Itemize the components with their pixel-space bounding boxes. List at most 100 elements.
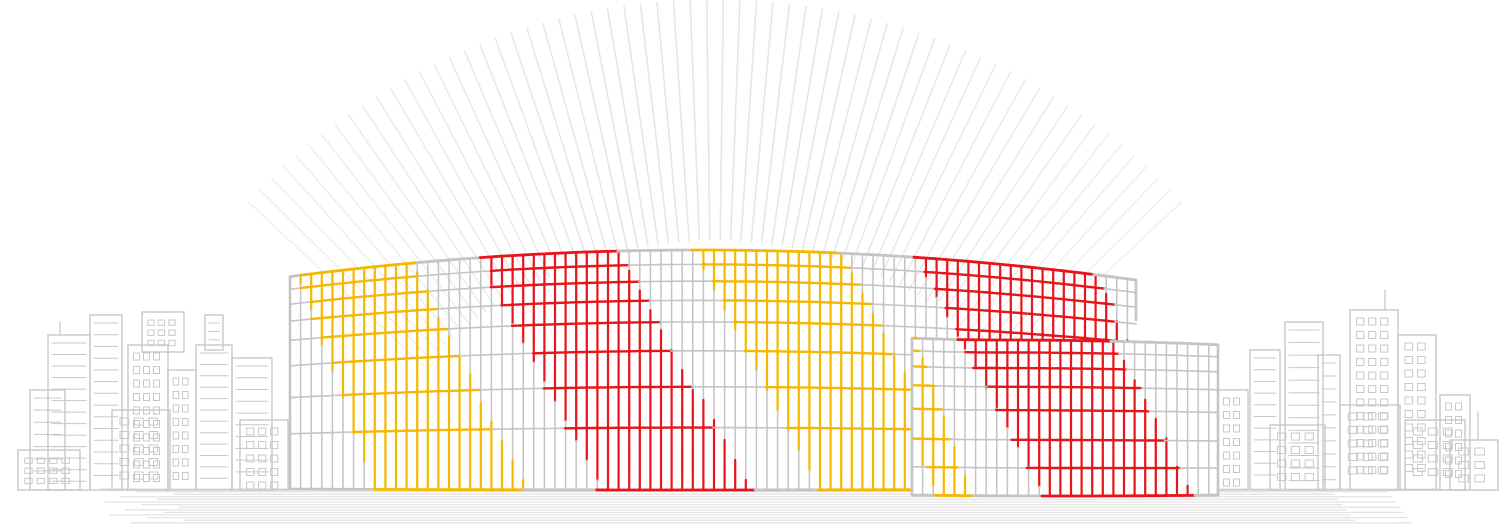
stadium-ring	[309, 316, 323, 321]
stadium-ring	[553, 251, 567, 255]
stadium-ring	[510, 253, 524, 258]
stadium-ring	[891, 304, 905, 307]
stadium-ring	[1007, 277, 1021, 281]
city-window	[148, 431, 159, 439]
stadium-ring	[521, 283, 535, 287]
city-window	[153, 379, 160, 388]
city-window	[1380, 344, 1389, 353]
city-window	[1377, 439, 1388, 448]
stadium-ring	[320, 298, 334, 302]
stadium-ring	[997, 276, 1011, 280]
city-window	[258, 481, 267, 490]
stadium-ring	[447, 288, 461, 291]
light-ray	[510, 32, 589, 262]
light-ray	[558, 18, 619, 253]
stadium-ring	[1124, 290, 1137, 294]
city-window	[133, 379, 140, 388]
city-window	[1380, 439, 1389, 447]
stadium-ring	[447, 257, 461, 262]
city-window	[1277, 446, 1287, 454]
stadium-ring	[500, 324, 513, 328]
stadium-ring	[352, 295, 366, 299]
stadium-ring	[954, 258, 969, 263]
stadium-ring	[341, 333, 355, 338]
stadium-ring	[362, 265, 377, 270]
ground-lines	[99, 488, 1441, 524]
stadium-ring	[976, 290, 990, 294]
city-window	[1368, 358, 1377, 366]
city-window	[1368, 398, 1377, 407]
city-window	[133, 420, 140, 428]
city-window	[1380, 385, 1389, 393]
city-window	[1362, 412, 1373, 421]
stadium-ring	[289, 302, 302, 306]
city-window	[1442, 427, 1453, 436]
light-ray	[448, 56, 550, 277]
stadium-ring	[521, 267, 535, 271]
stadium-ring	[394, 309, 408, 313]
stadium-ring	[1060, 315, 1074, 319]
stadium-ring	[923, 270, 937, 274]
stadium-ring	[373, 331, 387, 335]
stadium-ring	[1039, 280, 1053, 284]
stadium-ring	[405, 291, 419, 295]
stadium-ring	[838, 266, 852, 269]
city-window	[1404, 410, 1414, 418]
city-window	[1412, 468, 1423, 476]
city-window	[1233, 411, 1240, 419]
city-window	[172, 445, 180, 453]
city-window	[24, 467, 33, 474]
light-rays	[247, 0, 1183, 368]
stadium-ring	[944, 306, 958, 310]
light-ray	[542, 22, 609, 256]
city-window	[1356, 317, 1365, 326]
stadium-ring	[1018, 331, 1032, 336]
stadium-ring	[965, 289, 979, 293]
stadium-ring	[479, 286, 492, 289]
stadium-ring	[426, 289, 439, 293]
stadium-ring	[341, 281, 355, 285]
city-window	[1233, 478, 1240, 487]
stadium-ring	[1060, 282, 1074, 287]
light-ray	[270, 177, 439, 353]
city-window	[182, 418, 189, 426]
city-window	[1442, 441, 1453, 449]
stadium-ring	[320, 362, 334, 365]
city-window	[133, 393, 140, 401]
city-window	[134, 471, 144, 480]
stadium-ring	[955, 328, 968, 331]
stadium-ring	[468, 305, 482, 308]
city-window	[133, 447, 140, 455]
stadium-ring	[415, 356, 429, 360]
city-window	[182, 391, 189, 399]
stadium-ring	[1124, 321, 1137, 325]
city-window	[1223, 424, 1230, 433]
city-window	[1417, 396, 1426, 405]
stadium-ring	[405, 275, 419, 279]
city-window	[153, 352, 160, 361]
city-window	[133, 474, 140, 482]
stadium-ring	[986, 261, 1000, 266]
stadium-annex-drum	[910, 336, 1220, 498]
city-window	[1362, 466, 1373, 475]
stadium-ring	[394, 262, 408, 267]
city-window	[258, 441, 267, 449]
city-window	[270, 481, 279, 490]
city-building	[111, 409, 171, 491]
city-window	[246, 468, 255, 476]
city-window	[157, 339, 166, 347]
light-ray	[861, 43, 951, 269]
city-window	[49, 457, 58, 464]
city-window	[1412, 454, 1423, 463]
stadium-ring	[479, 304, 492, 308]
light-ray	[321, 134, 471, 326]
city-window	[1427, 468, 1438, 476]
stadium-ring	[416, 274, 429, 278]
stadium-ring	[309, 271, 324, 276]
city-building	[1317, 354, 1341, 491]
city-window	[153, 474, 160, 482]
stadium-ring	[447, 272, 461, 275]
city-window	[61, 457, 70, 464]
stadium-ring	[468, 270, 482, 274]
city-window	[153, 393, 160, 401]
